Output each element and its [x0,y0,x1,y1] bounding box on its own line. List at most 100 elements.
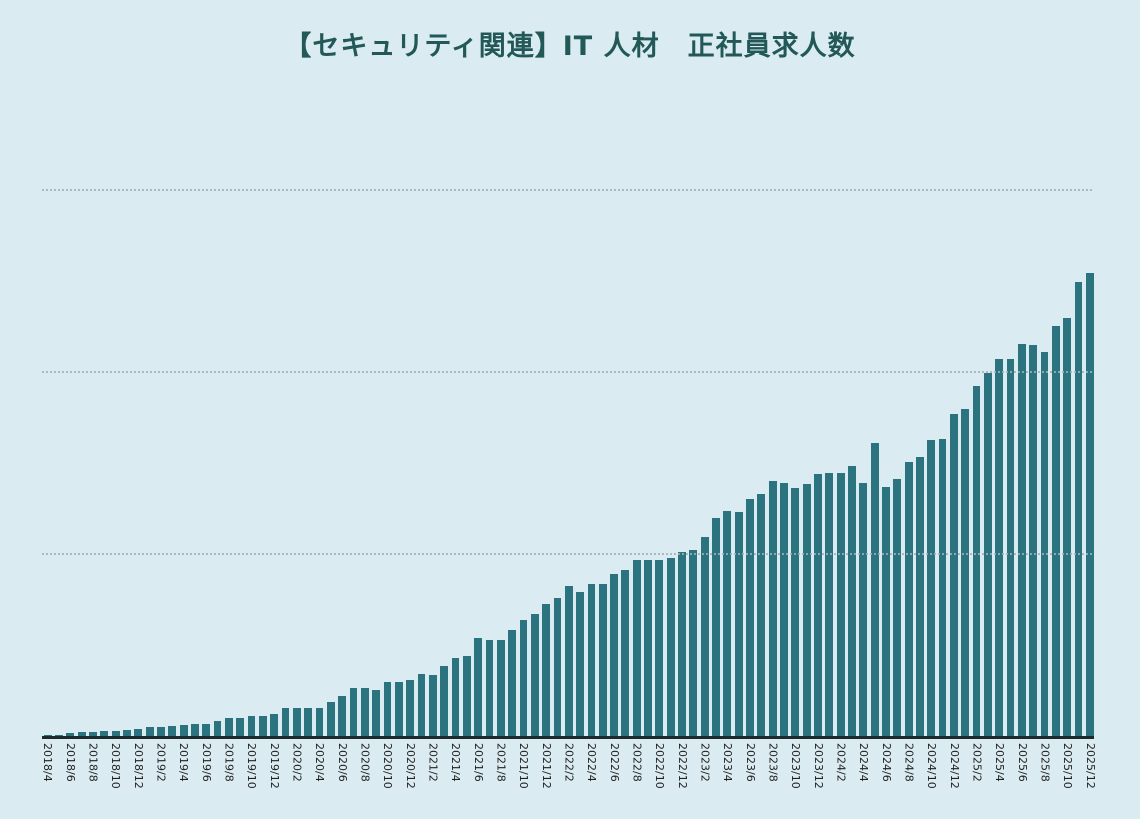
x-tick-2025/10: 2025/10 [1061,743,1075,789]
bar-slot [767,155,778,737]
bar-2023/12 [814,474,822,737]
x-tick-2019/6: 2019/6 [199,743,213,782]
x-tick-2024/6: 2024/6 [879,743,893,782]
bar-slot [1062,155,1073,737]
bar-2019/10 [247,716,256,737]
bar-2021/2 [428,674,437,737]
x-tick-2021/6: 2021/6 [471,743,485,782]
bar-slot [133,155,144,737]
bar-slot [427,155,438,737]
bar-2024/10 [927,440,936,737]
bar-slot [269,155,280,737]
bar-slot [1050,155,1061,737]
bar-2021/10 [519,619,528,737]
bar-slot [42,155,53,737]
x-tick-2019/4: 2019/4 [177,743,191,782]
x-tick-2023/10: 2023/10 [789,743,803,789]
bar-2025/1 [961,409,970,737]
bar-2023/11 [802,484,811,737]
bar-slot [574,155,585,737]
bar-2019/4 [179,725,188,737]
bar-2025/10 [1063,318,1072,737]
bar-slot [1016,155,1027,737]
bar-2024/3 [848,466,856,737]
bar-slot [540,155,551,737]
bar-slot [189,155,200,737]
bar-2018/12 [134,729,143,737]
bar-slot [914,155,925,737]
bar-slot [438,155,449,737]
chart-title: 【セキュリティ関連】IT 人材 正社員求人数 [284,31,856,62]
bar-slot [1028,155,1039,737]
bar-slot [529,155,540,737]
x-tick-2024/8: 2024/8 [902,743,916,782]
bar-slot [982,155,993,737]
x-tick-2023/8: 2023/8 [766,743,780,782]
bar-slot [1084,155,1095,737]
bar-slot [416,155,427,737]
bar-slot [631,155,642,737]
bar-slot [812,155,823,737]
x-tick-2020/4: 2020/4 [313,743,327,782]
bar-slot [359,155,370,737]
x-tick-2020/2: 2020/2 [290,743,304,782]
x-tick-2021/2: 2021/2 [426,743,440,782]
bar-2023/9 [780,483,788,737]
x-tick-2023/6: 2023/6 [743,743,757,782]
bar-slot [778,155,789,737]
x-tick-2023/4: 2023/4 [721,743,735,782]
x-tick-2025/8: 2025/8 [1038,743,1052,782]
bar-2019/1 [145,727,154,737]
bar-2022/5 [598,584,607,737]
bar-slot [1005,155,1016,737]
bar-2022/11 [666,558,675,737]
plot-area [42,155,1096,739]
bar-slot [756,155,767,737]
bar-slot [257,155,268,737]
bar-slot [461,155,472,737]
bar-slot [903,155,914,737]
bar-slot [201,155,212,737]
bar-slot [552,155,563,737]
bar-slot [223,155,234,737]
bar-slot [246,155,257,737]
x-tick-2022/12: 2022/12 [675,743,689,789]
bar-slot [121,155,132,737]
bar-slot [699,155,710,737]
x-tick-2020/12: 2020/12 [403,743,417,789]
bar-slot [450,155,461,737]
bar-slot [291,155,302,737]
x-tick-2018/10: 2018/10 [109,743,123,789]
x-tick-2018/4: 2018/4 [41,743,55,782]
bar-2020/12 [406,680,415,737]
bar-slot [99,155,110,737]
bar-slot [858,155,869,737]
bar-2018/11 [123,729,131,737]
bar-slot [371,155,382,737]
bar-slot [506,155,517,737]
bar-slot [869,155,880,737]
bar-slot [801,155,812,737]
bar-2021/1 [417,674,426,737]
bar-slot [325,155,336,737]
bar-2021/8 [496,639,505,737]
bar-slot [303,155,314,737]
bar-2024/6 [882,487,890,737]
bar-2022/12 [678,552,686,737]
bar-slot [178,155,189,737]
bar-2020/11 [394,682,403,737]
bar-2019/11 [258,715,267,737]
bar-2020/4 [315,707,324,737]
bar-slot [144,155,155,737]
x-tick-2022/8: 2022/8 [630,743,644,782]
bar-2021/7 [485,639,494,737]
bar-slot [971,155,982,737]
x-tick-2023/2: 2023/2 [698,743,712,782]
bar-2021/6 [474,637,483,737]
bar-slot [1039,155,1050,737]
bar-2023/4 [723,511,732,737]
bar-slot [212,155,223,737]
bar-slot [948,155,959,737]
bar-slot [382,155,393,737]
